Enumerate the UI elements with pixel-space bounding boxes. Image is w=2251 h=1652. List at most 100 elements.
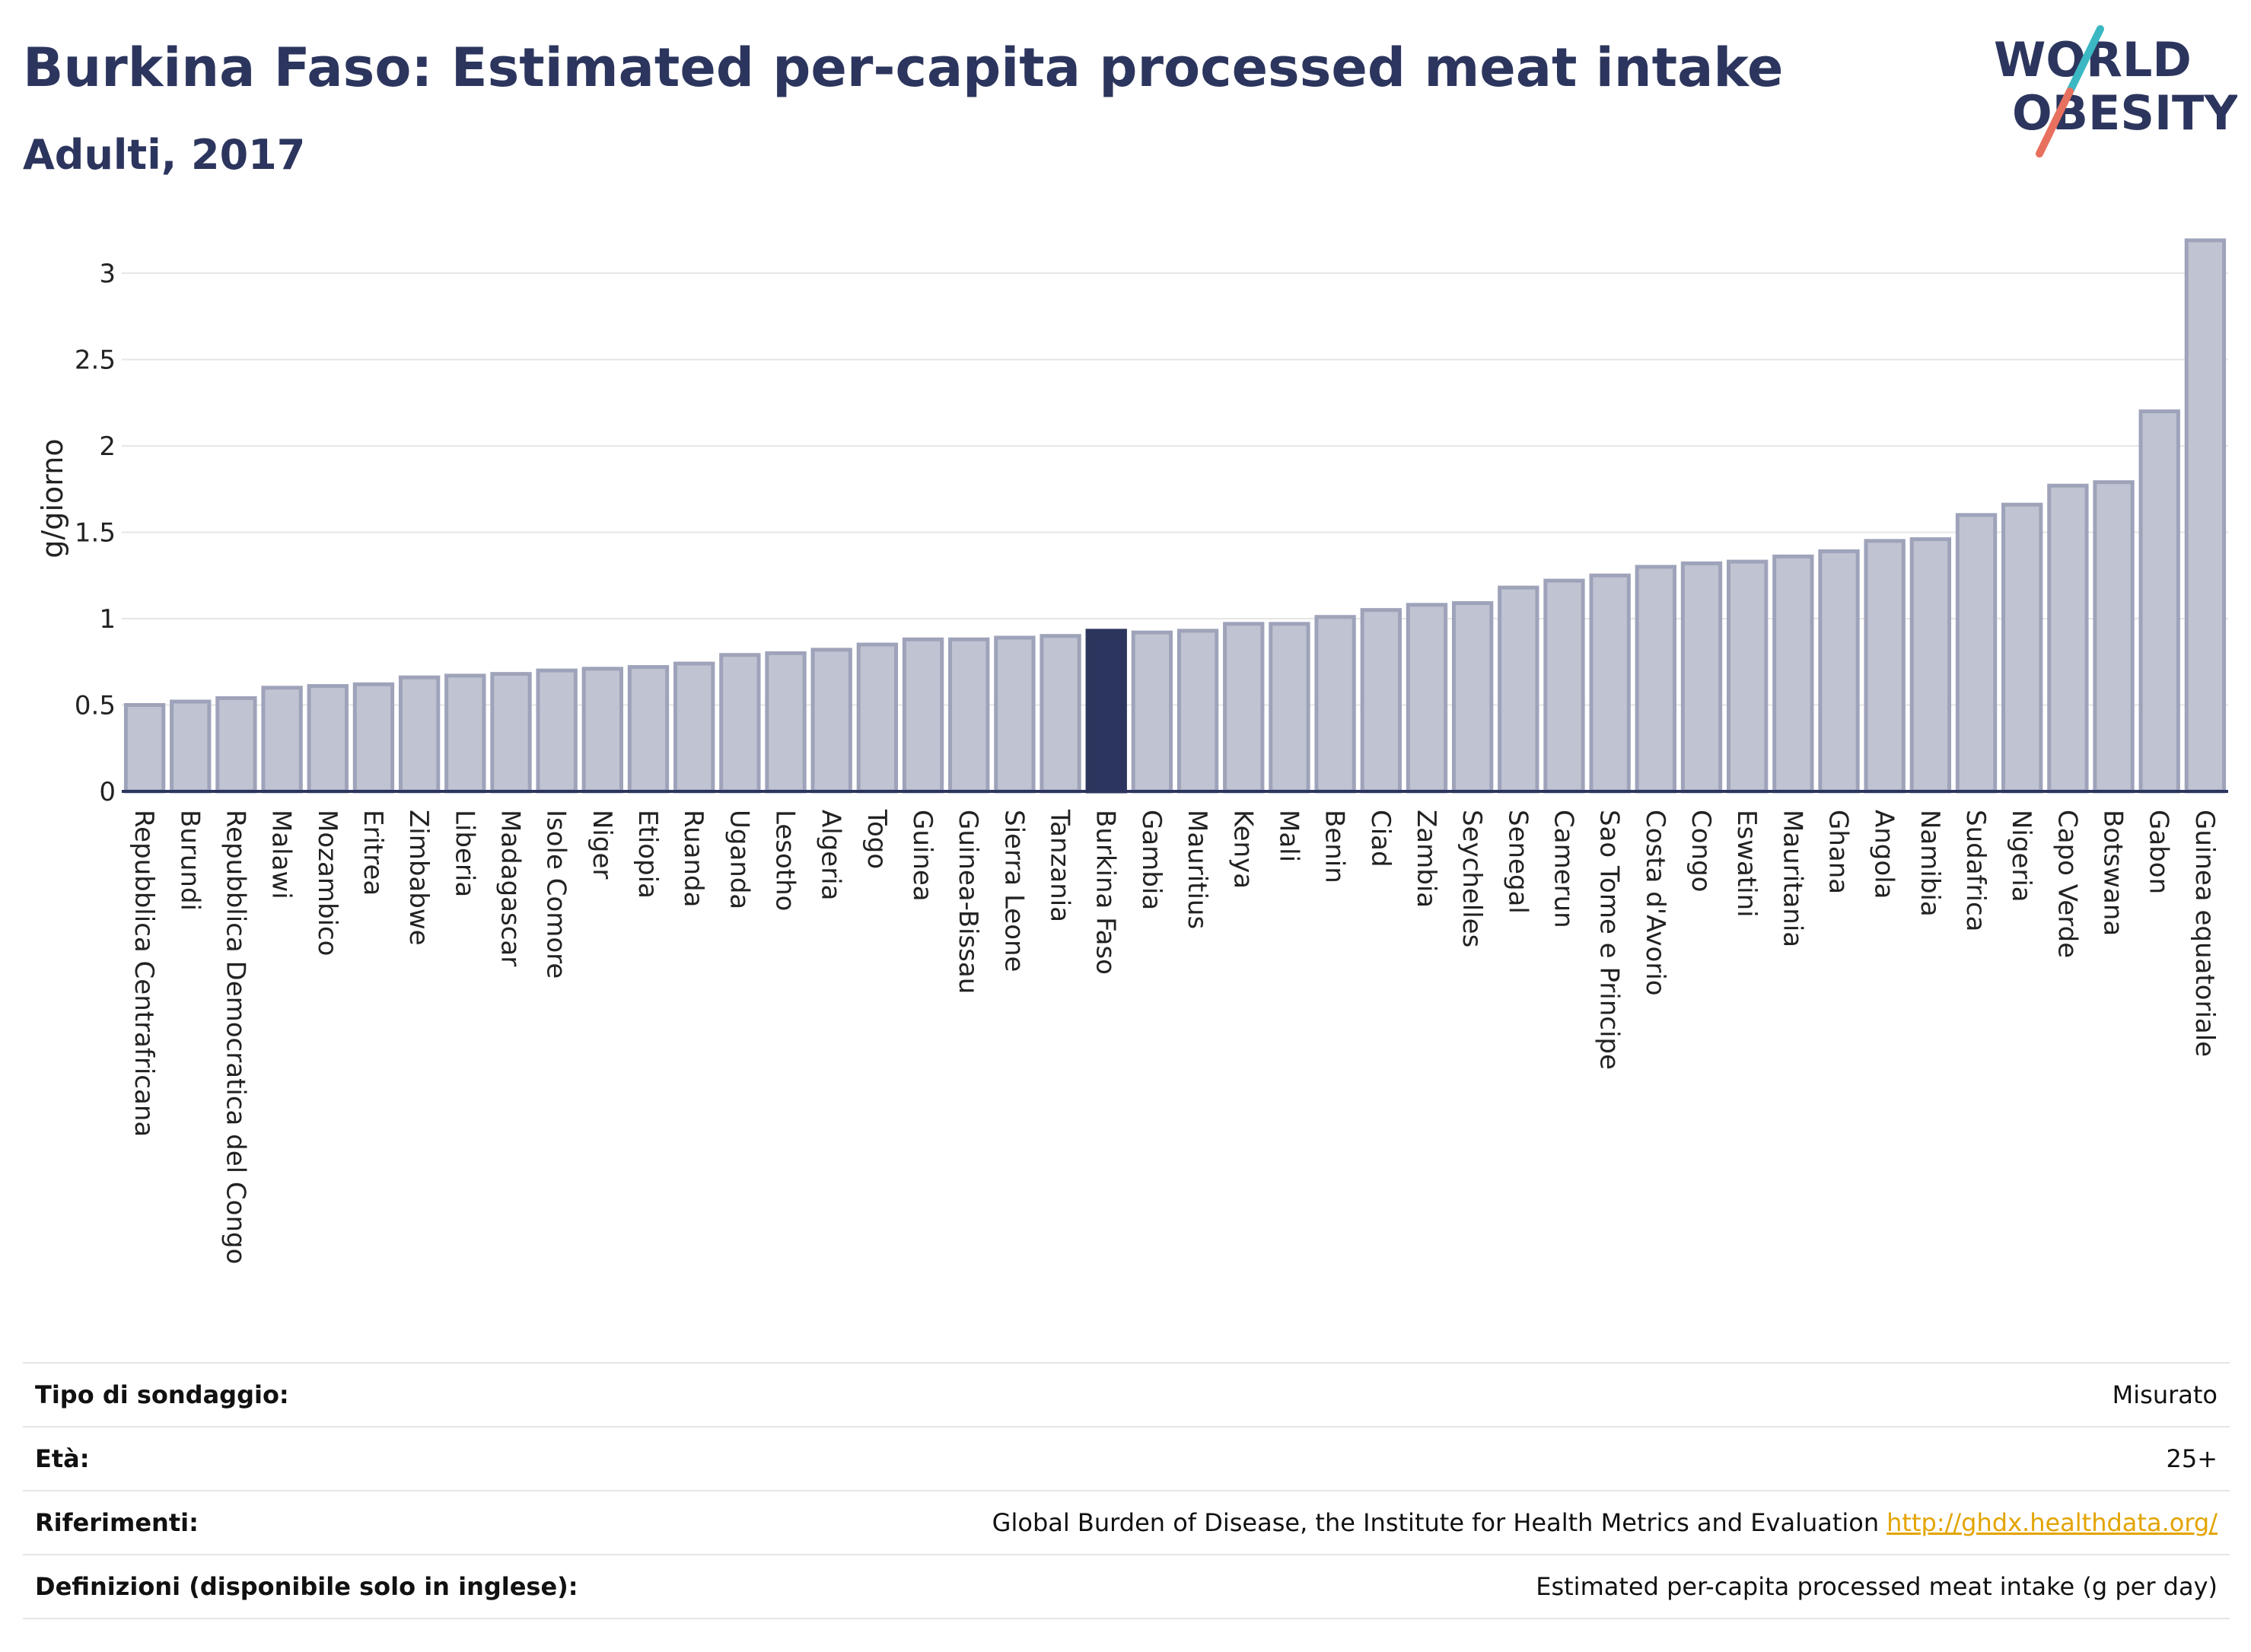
info-row: Tipo di sondaggio: Misurato xyxy=(23,1362,2230,1426)
category-label: Burundi xyxy=(174,810,205,911)
y-tick-label: 0.5 xyxy=(75,691,116,721)
bar-kenya xyxy=(1223,622,1265,794)
info-key: Età: xyxy=(35,1444,90,1473)
logo-accent-teal xyxy=(2066,25,2104,95)
category-label: Repubblica Centrafricana xyxy=(129,810,159,1137)
bar-eritrea xyxy=(352,682,395,794)
y-tick-label: 1 xyxy=(99,604,116,635)
bar-mali xyxy=(1269,622,1310,794)
bar-angola xyxy=(1864,539,1906,794)
bar-repubblica-democratica-del-congo xyxy=(215,695,257,794)
category-label: Gambia xyxy=(1136,810,1167,910)
category-label: Guinea xyxy=(907,810,938,902)
bar-ruanda xyxy=(673,661,715,794)
category-label: Algeria xyxy=(816,810,846,900)
bar-madagascar xyxy=(490,672,532,794)
bar-nigeria xyxy=(2001,502,2043,794)
category-labels: Repubblica Centrafricana Burundi Repubblic… xyxy=(129,809,2220,1264)
bar-mauritius xyxy=(1176,629,1219,794)
bar-isole-comore xyxy=(536,668,578,794)
category-label: Uganda xyxy=(724,810,754,909)
bar-sao-tome-e-principe xyxy=(1589,573,1631,794)
y-axis-label: g/giorno xyxy=(36,438,69,558)
bar-eswatini xyxy=(1727,559,1769,794)
bar-liberia xyxy=(444,673,486,794)
category-label: Nigeria xyxy=(2006,810,2036,902)
y-tick-label: 2 xyxy=(99,431,116,462)
y-tick-label: 0 xyxy=(99,777,116,807)
category-label: Togo xyxy=(861,809,892,869)
bar-zambia xyxy=(1406,603,1448,794)
category-label: Niger xyxy=(587,810,617,879)
world-obesity-logo: WORLD OBESITY xyxy=(1994,25,2237,158)
category-label: Liberia xyxy=(449,810,479,897)
bar-togo xyxy=(856,642,899,794)
info-value: Estimated per-capita processed meat inta… xyxy=(1536,1572,2230,1601)
bar-chart: 0 0.5 1 1.5 2 2.5 3 Repubblica Centrafricana Bu… xyxy=(36,238,2228,1264)
bar-botswana xyxy=(2093,480,2135,794)
info-key: Riferimenti: xyxy=(35,1508,199,1537)
info-row: Riferimenti: Global Burden of Disease, th… xyxy=(23,1490,2230,1554)
y-tick-labels: 0 0.5 1 1.5 2 2.5 3 xyxy=(75,259,116,807)
bar-gambia xyxy=(1131,630,1173,794)
logo-accent-red xyxy=(2036,88,2074,158)
category-label: Costa d'Avorio xyxy=(1640,810,1670,996)
y-tick-label: 1.5 xyxy=(75,518,116,549)
category-label: Sudafrica xyxy=(1960,810,1991,931)
category-label: Eritrea xyxy=(358,810,388,896)
category-label: Madagascar xyxy=(495,810,525,966)
reference-link[interactable]: http://ghdx.healthdata.org/ xyxy=(1886,1508,2218,1537)
bar-repubblica-centrafricana xyxy=(123,703,166,794)
bar-sudafrica xyxy=(1955,513,1998,794)
bar-seychelles xyxy=(1451,601,1494,794)
bar-capo-verde xyxy=(2047,483,2089,794)
bar-algeria xyxy=(810,648,852,794)
page-subtitle: Adulti, 2017 xyxy=(23,131,306,179)
category-label: Angola xyxy=(1869,810,1899,899)
bar-etiopia xyxy=(627,665,670,794)
category-label: Tanzania xyxy=(1045,809,1075,922)
info-value-text: 25+ xyxy=(2166,1444,2218,1473)
category-label: Mauritania xyxy=(1777,810,1807,947)
category-label: Guinea equatoriale xyxy=(2189,810,2220,1057)
bar-ciad xyxy=(1360,608,1402,794)
category-label: Capo Verde xyxy=(2052,810,2082,958)
category-label: Etiopia xyxy=(632,810,663,899)
bar-guinea-bissau xyxy=(948,637,990,794)
info-value: Misurato xyxy=(2113,1380,2230,1409)
y-tick-label: 2.5 xyxy=(75,345,116,376)
bar-niger xyxy=(581,667,623,794)
bar-camerun xyxy=(1543,578,1585,794)
page-title: Burkina Faso: Estimated per-capita proce… xyxy=(23,37,1784,99)
category-label: Mauritius xyxy=(1182,810,1212,929)
category-label: Gabon xyxy=(2144,810,2174,894)
category-label: Camerun xyxy=(1548,810,1578,928)
bar-tanzania xyxy=(1040,634,1081,794)
category-label: Sierra Leone xyxy=(998,810,1029,972)
info-value-text: Estimated per-capita processed meat inta… xyxy=(1536,1572,2218,1601)
bars xyxy=(123,238,2227,794)
info-row: Età: 25+ xyxy=(23,1426,2230,1490)
category-label: Ciad xyxy=(1365,810,1396,867)
category-label: Sao Tome e Principe xyxy=(1594,810,1625,1070)
bar-malawi xyxy=(261,686,303,794)
bar-mauritania xyxy=(1772,554,1814,794)
bar-mozambico xyxy=(307,684,349,794)
category-label: Congo xyxy=(1686,810,1716,892)
category-label: Lesotho xyxy=(770,810,801,911)
info-value: Global Burden of Disease, the Institute … xyxy=(992,1508,2230,1537)
bar-zimbabwe xyxy=(398,675,441,794)
category-label: Benin xyxy=(1320,810,1350,883)
category-label: Zambia xyxy=(1411,810,1441,908)
bar-congo xyxy=(1680,561,1723,794)
bar-namibia xyxy=(1909,537,1952,794)
info-row: Definizioni (disponibile solo in inglese… xyxy=(23,1554,2230,1619)
bar-lesotho xyxy=(765,651,807,794)
category-label: Mali xyxy=(1273,810,1304,862)
category-label: Zimbabwe xyxy=(403,810,434,946)
bar-burkina-faso xyxy=(1085,629,1127,794)
category-label: Botswana xyxy=(2098,810,2128,936)
category-label: Burkina Faso xyxy=(1090,810,1121,975)
category-label: Seychelles xyxy=(1457,810,1487,947)
category-label: Ruanda xyxy=(678,810,708,907)
